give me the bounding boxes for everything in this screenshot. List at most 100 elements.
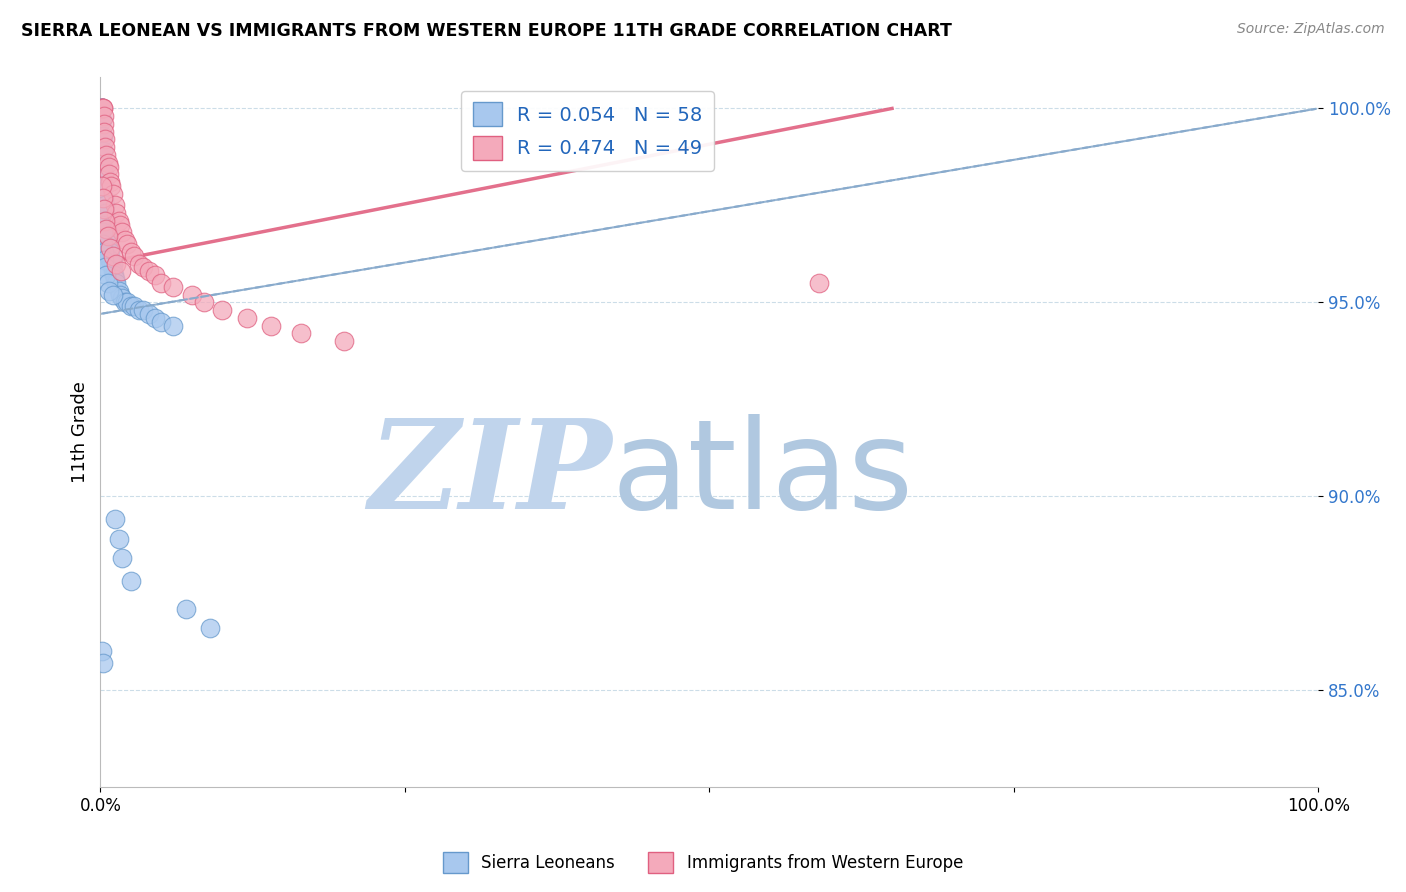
Point	[180, 287, 202, 301]
Point	[91, 102, 114, 116]
Point	[93, 117, 115, 131]
Point	[94, 214, 117, 228]
Point	[105, 276, 128, 290]
Point	[93, 167, 115, 181]
Point	[111, 292, 134, 306]
Point	[162, 318, 184, 333]
Point	[211, 303, 233, 318]
Point	[104, 198, 127, 212]
Point	[97, 233, 120, 247]
Point	[111, 226, 134, 240]
Point	[91, 144, 114, 158]
Point	[128, 303, 150, 318]
Point	[90, 644, 112, 658]
Point	[110, 264, 132, 278]
Point	[198, 621, 221, 635]
Point	[97, 237, 120, 252]
Point	[104, 272, 127, 286]
Point	[93, 252, 115, 267]
Point	[132, 260, 155, 275]
Point	[120, 574, 142, 589]
Point	[97, 284, 120, 298]
Point	[97, 226, 120, 240]
Point	[91, 191, 114, 205]
Point	[807, 276, 830, 290]
Point	[96, 148, 118, 162]
Point	[94, 198, 117, 212]
Point	[150, 276, 173, 290]
Point	[111, 551, 134, 566]
Point	[235, 310, 257, 325]
Point	[138, 307, 160, 321]
Point	[93, 244, 115, 259]
Point	[97, 155, 120, 169]
Point	[108, 218, 131, 232]
Point	[94, 206, 117, 220]
Point	[96, 268, 118, 282]
Y-axis label: 11th Grade: 11th Grade	[72, 381, 89, 483]
Point	[98, 175, 121, 189]
Point	[101, 249, 124, 263]
Point	[162, 279, 184, 293]
Point	[107, 214, 129, 228]
Point	[91, 656, 114, 670]
Point	[91, 226, 114, 240]
Point	[100, 256, 122, 270]
Point	[107, 532, 129, 546]
Text: atlas: atlas	[612, 414, 914, 535]
Point	[333, 334, 356, 348]
Point	[94, 132, 117, 146]
Point	[115, 237, 138, 252]
Point	[93, 125, 115, 139]
Point	[105, 256, 128, 270]
Point	[124, 299, 146, 313]
Point	[90, 218, 112, 232]
Point	[120, 299, 142, 313]
Point	[90, 102, 112, 116]
Point	[94, 214, 117, 228]
Point	[98, 252, 121, 267]
Point	[90, 102, 112, 116]
Point	[143, 310, 166, 325]
Point	[93, 178, 115, 193]
Point	[93, 109, 115, 123]
Point	[105, 206, 128, 220]
Point	[97, 167, 120, 181]
Point	[128, 256, 150, 270]
Text: ZIP: ZIP	[368, 414, 612, 535]
Point	[174, 601, 197, 615]
Point	[114, 233, 136, 247]
Point	[120, 244, 142, 259]
Point	[94, 140, 117, 154]
Point	[97, 160, 120, 174]
Point	[132, 303, 155, 318]
Point	[150, 315, 173, 329]
Legend: R = 0.054   N = 58, R = 0.474   N = 49: R = 0.054 N = 58, R = 0.474 N = 49	[461, 91, 714, 171]
Point	[96, 221, 118, 235]
Point	[94, 260, 117, 275]
Point	[104, 512, 127, 526]
Point	[90, 102, 112, 116]
Point	[143, 268, 166, 282]
Point	[91, 102, 114, 116]
Point	[260, 318, 283, 333]
Point	[90, 178, 112, 193]
Point	[115, 295, 138, 310]
Point	[101, 264, 124, 278]
Point	[124, 249, 146, 263]
Text: Source: ZipAtlas.com: Source: ZipAtlas.com	[1237, 22, 1385, 37]
Point	[91, 160, 114, 174]
Point	[114, 295, 136, 310]
Point	[97, 229, 120, 244]
Point	[93, 202, 115, 217]
Point	[138, 264, 160, 278]
Point	[96, 221, 118, 235]
Point	[290, 326, 312, 341]
Point	[90, 113, 112, 128]
Point	[100, 178, 122, 193]
Point	[101, 287, 124, 301]
Point	[98, 241, 121, 255]
Point	[91, 128, 114, 143]
Point	[90, 102, 112, 116]
Point	[97, 276, 120, 290]
